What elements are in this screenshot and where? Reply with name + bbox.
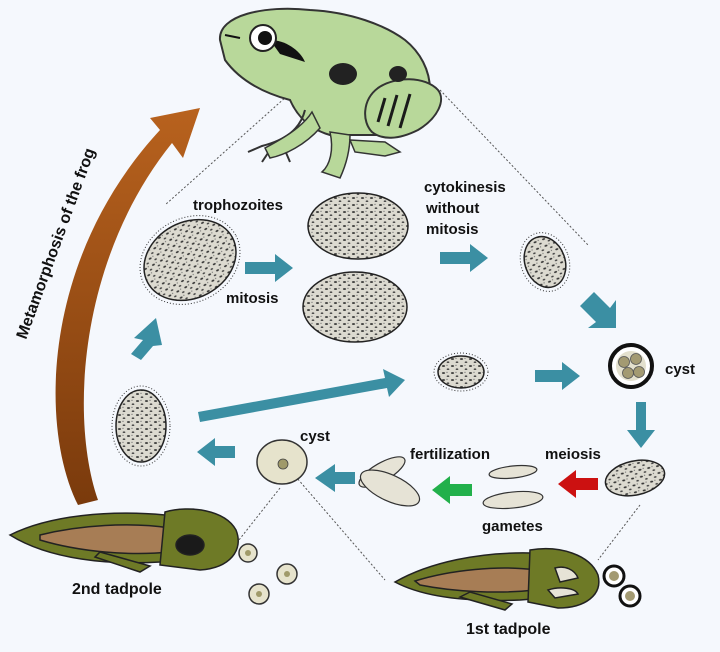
label-cytokinesis-line1: cytokinesis xyxy=(424,179,506,196)
small-cysts xyxy=(238,543,642,608)
arrow-up-left xyxy=(131,318,162,360)
arrow-cyst-from-gametes xyxy=(315,464,355,492)
label-cytokinesis-line2: without xyxy=(425,200,479,217)
tadpole-2nd xyxy=(8,508,239,573)
guide-lines xyxy=(164,79,641,581)
label-cyst-left: cyst xyxy=(300,428,330,445)
label-gametes: gametes xyxy=(482,518,543,535)
arrow-to-cyst xyxy=(580,292,616,328)
labels: trophozoites mitosis cytokinesis without… xyxy=(72,179,695,638)
arrow-cyst-down xyxy=(627,402,655,448)
cyst-left xyxy=(256,439,308,485)
label-2nd-tadpole: 2nd tadpole xyxy=(72,581,162,598)
cyst-right xyxy=(608,343,654,389)
metamorphosis-arrow xyxy=(55,108,201,505)
label-fertilization: fertilization xyxy=(410,446,490,463)
cilia xyxy=(111,215,571,467)
frog xyxy=(218,7,443,179)
label-cyst-right: cyst xyxy=(665,361,695,378)
label-cytokinesis-line3: mitosis xyxy=(426,221,479,238)
arrow-mitosis xyxy=(245,254,293,282)
label-mitosis: mitosis xyxy=(226,290,279,307)
arrow-cytokinesis xyxy=(440,244,488,272)
label-1st-tadpole: 1st tadpole xyxy=(466,621,551,638)
arrow-fertilization-green xyxy=(432,476,472,504)
trophozoite-cells xyxy=(115,192,666,497)
label-meiosis: meiosis xyxy=(545,446,601,463)
gametes xyxy=(482,464,544,510)
arrow-long-diagonal xyxy=(198,369,405,422)
fertilizing-gametes xyxy=(358,456,421,507)
teal-arrows xyxy=(131,244,655,492)
label-trophozoites: trophozoites xyxy=(193,197,283,214)
arrow-left-to-cell xyxy=(197,438,235,466)
arrow-middle-small xyxy=(535,362,580,390)
tadpole-1st xyxy=(393,548,600,611)
arrow-meiosis-red xyxy=(558,470,598,498)
